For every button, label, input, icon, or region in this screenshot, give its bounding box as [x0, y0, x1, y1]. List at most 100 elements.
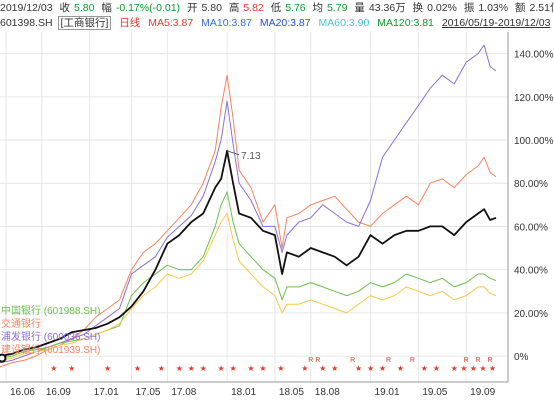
series-line-yellow — [0, 213, 497, 361]
y-tick-label: 0% — [514, 352, 529, 363]
high-value: 5.82 — [243, 2, 264, 14]
change-label: 幅 — [101, 2, 112, 14]
stock-name[interactable]: [工商银行] — [57, 16, 112, 30]
x-tick-label: 17.01 — [94, 387, 119, 398]
series-line-main — [0, 149, 497, 357]
y-tick-label: 120.00% — [514, 93, 554, 104]
date-range[interactable]: 2016/05/19-2019/12/03 — [441, 17, 551, 29]
event-star-marker[interactable]: ★ — [229, 364, 236, 373]
avg-value: 5.79 — [327, 2, 348, 14]
event-r-marker[interactable]: R — [308, 357, 313, 364]
event-star-marker[interactable]: ★ — [319, 364, 326, 373]
x-tick-label: 17.08 — [171, 387, 196, 398]
event-r-marker[interactable]: R — [350, 357, 355, 364]
event-star-marker[interactable]: ★ — [489, 364, 496, 373]
turnover-value: 0.02% — [427, 2, 457, 14]
x-tick-label: 18.01 — [231, 387, 256, 398]
event-markers: ★ ★ ★ ★ ★ ★ ★ ★ ★ ★ ★ ★ ★ ★ ★ ★ ★ ★ ★ ★ ★ ★ ★ ★ ★ ★ ★R R R R R R R R — [50, 357, 496, 373]
close-label: 收 — [59, 2, 70, 14]
open-label: 开 — [186, 2, 198, 14]
legend-entry[interactable]: 交通银行 — [1, 317, 41, 330]
legend-entry[interactable]: 中国银行 (601988.SH) — [1, 304, 100, 317]
grid — [0, 32, 508, 382]
axes: 140.00% 120.00% 100.00% 80.00% 60.00% 40.00% 2… — [0, 32, 554, 398]
event-star-marker[interactable]: ★ — [68, 364, 75, 373]
indicator-bar: 601398.SH [工商银行] 日线 MA5:3.87 MA10:3.87 MA… — [0, 15, 554, 31]
event-star-marker[interactable]: ★ — [218, 364, 225, 373]
ma5-label[interactable]: MA5:3.87 — [148, 17, 194, 29]
event-r-marker[interactable]: R — [488, 357, 493, 364]
event-star-marker[interactable]: ★ — [200, 364, 207, 373]
quote-date: 2019/12/03 — [0, 2, 53, 14]
amount-label: 额 — [515, 2, 526, 14]
series-line-orange — [0, 74, 497, 368]
event-star-marker[interactable]: ★ — [479, 364, 486, 373]
legend-entry[interactable]: 建设银行 (601939.SH) — [1, 343, 100, 356]
close-value: 5.80 — [73, 2, 95, 14]
series-lines — [0, 44, 497, 368]
event-star-marker[interactable]: ★ — [367, 364, 374, 373]
event-star-marker[interactable]: ★ — [379, 364, 386, 373]
event-star-marker[interactable]: ★ — [460, 364, 467, 373]
event-star-marker[interactable]: ★ — [259, 364, 266, 373]
event-star-marker[interactable]: ★ — [176, 364, 183, 373]
event-star-marker[interactable]: ★ — [50, 364, 57, 373]
event-star-marker[interactable]: ★ — [104, 364, 111, 373]
change-value: -0.17%(-0.01) — [115, 2, 181, 14]
peak-label: 7.13 — [241, 151, 261, 162]
event-star-marker[interactable]: ★ — [331, 364, 338, 373]
open-value: 5.80 — [201, 2, 222, 14]
period-label[interactable]: 日线 — [119, 17, 141, 29]
event-r-marker[interactable]: R — [315, 357, 320, 364]
event-star-marker[interactable]: ★ — [158, 364, 165, 373]
avg-label: 均 — [312, 2, 324, 14]
event-star-marker[interactable]: ★ — [397, 364, 404, 373]
turnover-label: 换 — [412, 2, 424, 14]
x-tick-label: 18.05 — [279, 387, 304, 398]
x-tick-label: 19.09 — [470, 387, 495, 398]
event-r-marker[interactable]: R — [410, 357, 415, 364]
event-star-marker[interactable]: ★ — [355, 364, 362, 373]
y-tick-label: 100.00% — [514, 136, 554, 147]
x-tick-label: 16.09 — [46, 387, 71, 398]
event-star-marker[interactable]: ★ — [451, 364, 458, 373]
low-value: 5.76 — [285, 2, 306, 14]
event-star-marker[interactable]: ★ — [421, 364, 428, 373]
y-tick-label: 40.00% — [514, 266, 548, 277]
event-star-marker[interactable]: ★ — [188, 364, 195, 373]
low-label: 低 — [270, 2, 282, 14]
legend-entry[interactable]: 浦发银行 (600036.SH) — [1, 330, 100, 343]
high-label: 高 — [228, 2, 240, 14]
amp-label: 振 — [463, 2, 475, 14]
x-tick-label: 19.05 — [422, 387, 447, 398]
event-r-marker[interactable]: R — [476, 357, 481, 364]
stock-code[interactable]: 601398.SH — [0, 17, 53, 29]
x-tick-label: 17.05 — [135, 387, 160, 398]
ma10-label[interactable]: MA10:3.87 — [201, 17, 252, 29]
event-star-marker[interactable]: ★ — [247, 364, 254, 373]
event-star-marker[interactable]: ★ — [277, 364, 284, 373]
y-tick-label: 140.00% — [514, 50, 554, 61]
start-point-marker — [0, 353, 7, 363]
ma60-label[interactable]: MA60:3.90 — [318, 17, 370, 29]
amp-value: 1.03% — [478, 2, 509, 14]
ma120-label[interactable]: MA120:3.81 — [377, 17, 434, 29]
x-tick-label: 16.06 — [10, 387, 35, 398]
amount-value: 2.51亿 — [529, 2, 554, 14]
event-star-marker[interactable]: ★ — [134, 364, 141, 373]
event-r-marker[interactable]: R — [464, 357, 469, 364]
peak-pointer — [226, 150, 240, 156]
volume-value: 43.36万 — [368, 2, 406, 14]
x-tick-label: 19.01 — [375, 387, 400, 398]
event-star-marker[interactable]: ★ — [470, 364, 477, 373]
ma20-label[interactable]: MA20:3.87 — [259, 17, 311, 29]
x-tick-label: 18.08 — [315, 387, 340, 398]
event-star-marker[interactable]: ★ — [433, 364, 440, 373]
y-tick-label: 20.00% — [514, 309, 548, 320]
y-tick-label: 80.00% — [514, 179, 548, 190]
event-r-marker[interactable]: R — [386, 357, 391, 364]
event-star-marker[interactable]: ★ — [301, 364, 308, 373]
